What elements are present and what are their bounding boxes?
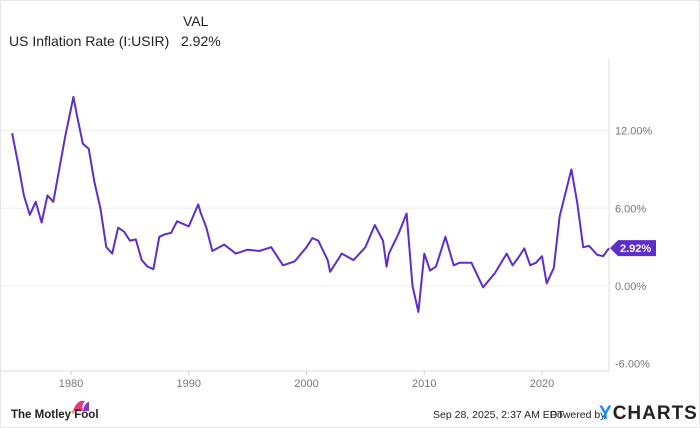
powered-by-label: Powered by bbox=[550, 409, 606, 421]
x-tick-label: 2010 bbox=[412, 378, 436, 390]
x-tick-label: 2020 bbox=[530, 378, 554, 390]
x-tick-label: 2000 bbox=[294, 378, 318, 390]
x-tick-label: 1980 bbox=[59, 378, 83, 390]
last-value-tag bbox=[610, 240, 656, 257]
last-value-label: 2.92% bbox=[620, 243, 651, 255]
legend-series-label: US Inflation Rate (I:USIR) bbox=[9, 33, 170, 49]
ycharts-logo[interactable]: YCHARTS bbox=[599, 403, 698, 424]
series-line bbox=[11, 95, 610, 313]
legend-series-value: 2.92% bbox=[181, 33, 221, 49]
legend-col-header: VAL bbox=[183, 13, 209, 29]
y-tick-label: 6.00% bbox=[615, 203, 646, 215]
ycharts-text: CHARTS bbox=[612, 403, 698, 424]
line-chart: 12.00% 6.00% 0.00% -6.00% 1980 1990 2000 2010 20… bbox=[1, 59, 656, 390]
y-tick-label: -6.00% bbox=[615, 359, 650, 371]
x-tick-label: 1990 bbox=[177, 378, 201, 390]
jester-hat-icon bbox=[71, 400, 89, 414]
y-tick-label: 12.00% bbox=[615, 126, 653, 138]
y-tick-label: 0.00% bbox=[615, 281, 646, 293]
brand-name: The Motley Fool bbox=[11, 409, 99, 421]
timestamp: Sep 28, 2025, 2:37 AM EDT bbox=[433, 409, 564, 421]
